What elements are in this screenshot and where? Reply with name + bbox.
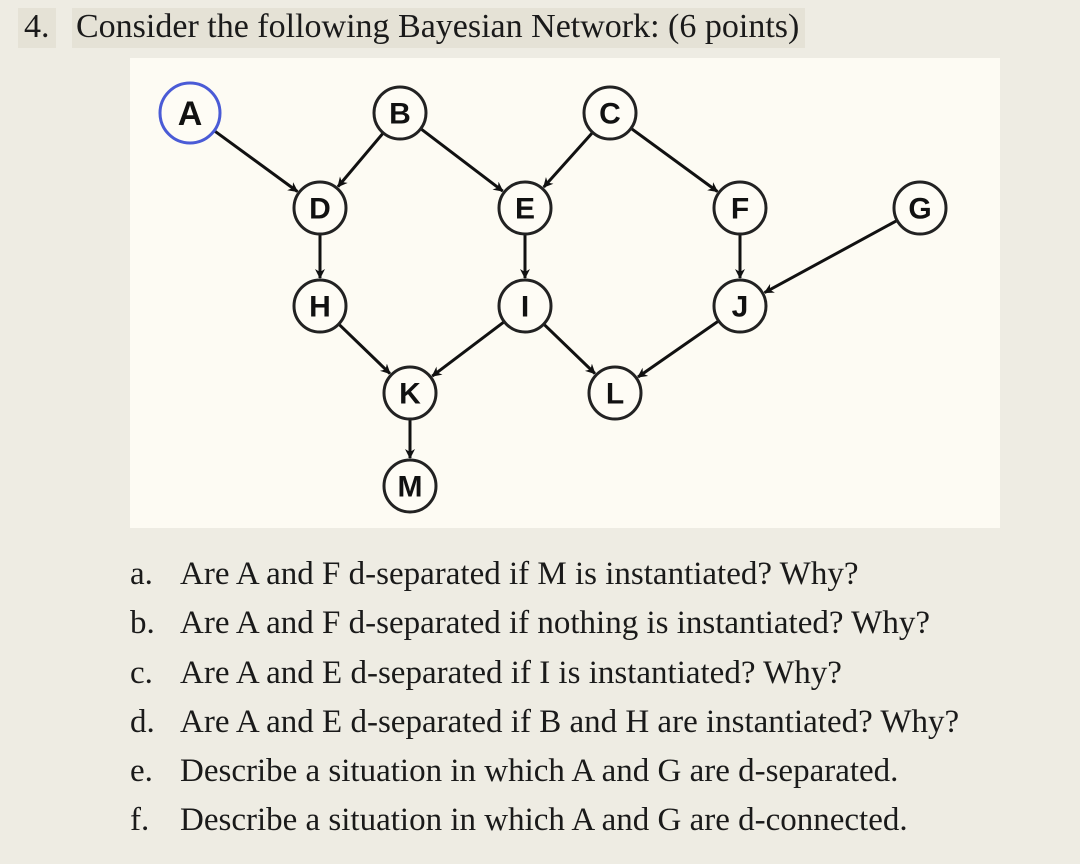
question-number: 4. [18, 8, 56, 48]
node-L: L [589, 367, 641, 419]
node-C: C [584, 87, 636, 139]
node-G: G [894, 182, 946, 234]
subq-letter: d. [130, 702, 180, 743]
svg-text:J: J [732, 291, 749, 324]
edge-C-F [631, 128, 717, 191]
node-A: A [160, 83, 220, 143]
node-M: M [384, 460, 436, 512]
subq-text: Are A and E d-separated if B and H are i… [180, 702, 1060, 743]
subq-text: Are A and F d-separated if M is instanti… [180, 554, 1060, 595]
subq-text: Are A and F d-separated if nothing is in… [180, 603, 1060, 644]
node-J: J [714, 280, 766, 332]
edge-I-L [544, 324, 595, 373]
svg-text:D: D [309, 193, 331, 226]
subq-letter: f. [130, 800, 180, 841]
svg-text:H: H [309, 291, 331, 324]
nodes-layer: A B C D E F G H I J K L M [160, 83, 946, 512]
edge-B-E [421, 129, 503, 191]
subq-letter: a. [130, 554, 180, 595]
subquestion-a: a. Are A and F d-separated if M is insta… [130, 554, 1060, 595]
edge-G-J [765, 220, 898, 292]
node-K: K [384, 367, 436, 419]
bayesian-network-diagram: A B C D E F G H I J K L M [130, 58, 1000, 528]
subquestions-block: a. Are A and F d-separated if M is insta… [130, 546, 1060, 850]
subquestion-c: c. Are A and E d-separated if I is insta… [130, 653, 1060, 694]
subquestion-b: b. Are A and F d-separated if nothing is… [130, 603, 1060, 644]
edge-C-E [544, 132, 593, 187]
node-E: E [499, 182, 551, 234]
subq-letter: e. [130, 751, 180, 792]
question-text: Consider the following Bayesian Network:… [72, 8, 805, 48]
svg-text:B: B [389, 98, 411, 131]
edge-H-K [339, 324, 390, 373]
svg-text:K: K [399, 378, 421, 411]
edge-A-D [214, 131, 297, 192]
svg-text:G: G [908, 193, 931, 226]
node-F: F [714, 182, 766, 234]
node-I: I [499, 280, 551, 332]
svg-text:F: F [731, 193, 749, 226]
node-B: B [374, 87, 426, 139]
svg-text:A: A [178, 95, 203, 133]
svg-text:I: I [521, 291, 529, 324]
node-D: D [294, 182, 346, 234]
svg-text:C: C [599, 98, 621, 131]
node-H: H [294, 280, 346, 332]
edge-J-L [638, 321, 719, 377]
svg-text:L: L [606, 378, 624, 411]
subq-text: Describe a situation in which A and G ar… [180, 751, 1060, 792]
edge-B-D [338, 133, 383, 187]
subquestion-f: f. Describe a situation in which A and G… [130, 800, 1060, 841]
svg-text:E: E [515, 193, 535, 226]
page-root: 4. Consider the following Bayesian Netwo… [0, 0, 1080, 864]
subq-letter: b. [130, 603, 180, 644]
edge-I-K [432, 322, 504, 376]
subq-text: Describe a situation in which A and G ar… [180, 800, 1060, 841]
subq-text: Are A and E d-separated if I is instanti… [180, 653, 1060, 694]
subq-letter: c. [130, 653, 180, 694]
network-svg: A B C D E F G H I J K L M [130, 58, 1000, 528]
svg-text:M: M [398, 471, 423, 504]
subquestion-e: e. Describe a situation in which A and G… [130, 751, 1060, 792]
subquestion-d: d. Are A and E d-separated if B and H ar… [130, 702, 1060, 743]
